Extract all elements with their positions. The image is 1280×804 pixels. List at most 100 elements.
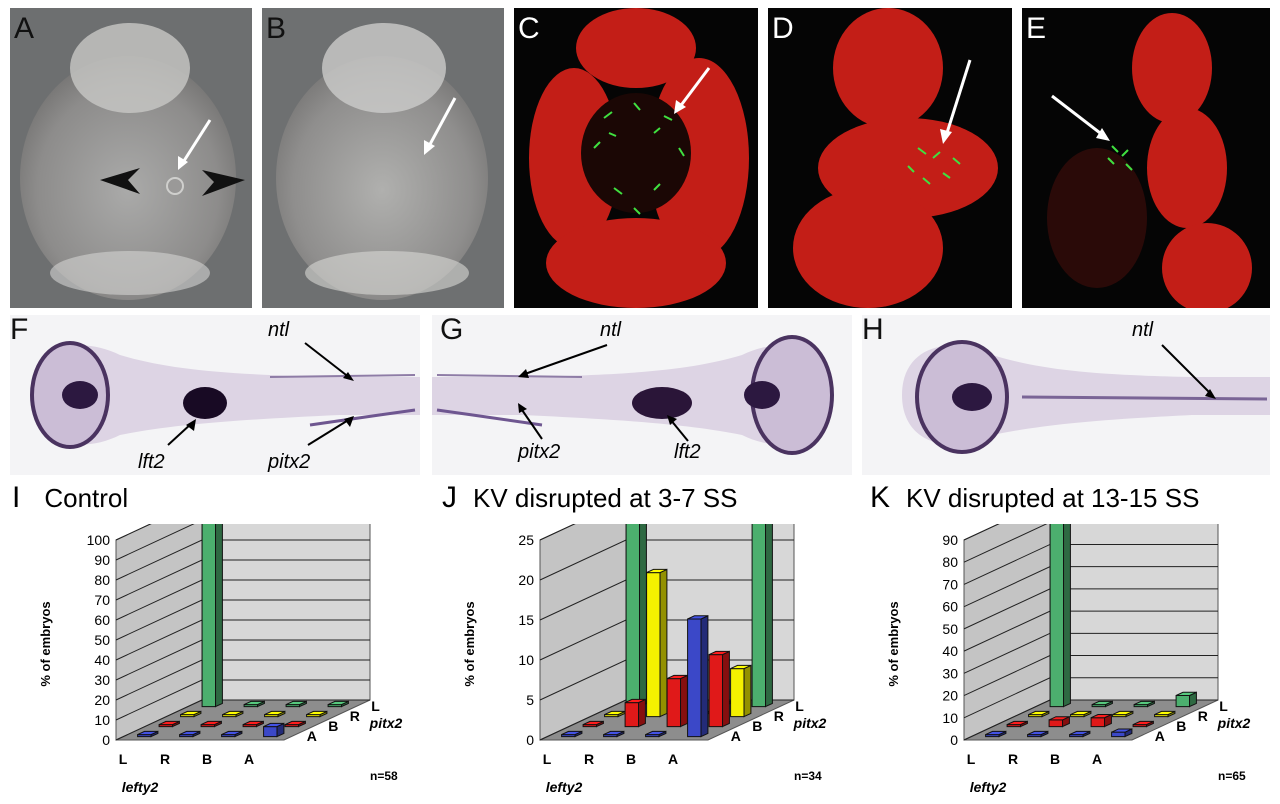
bar-A-A [687, 615, 709, 738]
x-tick-label: R [1008, 751, 1018, 767]
fluorescence-c [529, 8, 749, 308]
arrow-white [426, 97, 457, 149]
bar-top [158, 720, 180, 726]
y-tick-label: 30 [942, 665, 958, 681]
insitu-embryo-h [902, 340, 1270, 454]
bar-B-A [221, 730, 243, 738]
depth-axis-label: pitx2 [1217, 715, 1251, 731]
gridline [963, 524, 1048, 563]
fluorescence-d [793, 8, 998, 308]
bar-top [603, 730, 625, 736]
bar-R-B [1048, 715, 1070, 728]
bar-A-B [284, 720, 306, 728]
bar-front [201, 524, 217, 708]
bar-front [625, 524, 641, 708]
bar-front [1090, 717, 1106, 728]
bar-side [215, 524, 223, 708]
y-tick-label: 100 [87, 532, 111, 548]
bar-side [659, 568, 668, 718]
bar-L-A [561, 730, 583, 738]
y-axis-label: % of embryos [886, 601, 901, 686]
label-ntl: ntl [600, 319, 622, 341]
panel-label: E [1026, 12, 1047, 45]
bar-L-A [137, 730, 159, 738]
panel-label: I [12, 481, 21, 514]
arrows-g [518, 344, 689, 442]
y-tick-label: 60 [94, 612, 110, 628]
bar-top [1154, 710, 1176, 716]
bar-front [1175, 694, 1191, 708]
n-label: n=65 [1218, 769, 1246, 783]
x-axis-label: lefty2 [122, 779, 159, 795]
gridline [115, 524, 195, 561]
bar-front [708, 654, 724, 728]
panel-d-fluorescence: D [768, 8, 1012, 308]
y-tick-label: 50 [942, 621, 958, 637]
bar-A-R [1154, 710, 1176, 718]
bar-top [243, 700, 265, 706]
bar-top [624, 698, 646, 704]
chart-k-header: K KV disrupted at 13-15 SS [870, 478, 1199, 518]
y-tick-label: 80 [94, 572, 110, 588]
bar-top [1132, 720, 1154, 726]
bar-L-B [158, 720, 180, 728]
depth-tick-label: A [731, 728, 741, 744]
bar-front [1049, 524, 1065, 708]
bar-B-R [1112, 710, 1134, 718]
bar-front [666, 678, 682, 728]
y-tick-label: 20 [518, 572, 534, 588]
depth-tick-label: B [328, 718, 338, 734]
bar-A-L [751, 524, 773, 708]
panel-e-fluorescence: E [1022, 8, 1270, 308]
arrow-white [944, 59, 972, 137]
bar-top [1090, 714, 1112, 719]
y-tick-label: 20 [94, 692, 110, 708]
bar-A-R [306, 710, 328, 718]
bar-front [687, 618, 702, 738]
bar-top [687, 615, 709, 620]
bar-top [646, 568, 668, 574]
bar-top [179, 730, 201, 736]
x-tick-label: A [244, 751, 254, 767]
panel-h-insitu: H ntl [862, 315, 1270, 475]
bar-top [1112, 710, 1134, 716]
depth-tick-label: B [1176, 718, 1186, 734]
x-tick-label: R [584, 751, 594, 767]
panel-label: G [440, 315, 464, 346]
n-label: n=34 [794, 769, 822, 783]
bar-L-L [201, 524, 223, 708]
panel-label: B [266, 12, 287, 45]
bar-front [751, 524, 767, 708]
bar-B-A [645, 730, 667, 738]
x-tick-label: R [160, 751, 170, 767]
depth-tick-label: L [371, 698, 380, 714]
bar-A-A [1111, 728, 1133, 738]
x-tick-label: B [1050, 751, 1060, 767]
x-tick-label: L [543, 751, 552, 767]
arrows-h [1161, 344, 1216, 399]
bar-top [242, 720, 264, 726]
bar-A-L [327, 700, 349, 708]
bar-L-R [180, 710, 202, 718]
y-tick-label: 10 [942, 710, 958, 726]
x-tick-label: B [626, 751, 636, 767]
depth-axis-label: pitx2 [369, 715, 403, 731]
bar-A-A [263, 722, 285, 738]
bar-R-A [1027, 730, 1049, 738]
bar-R-A [603, 730, 625, 738]
y-tick-label: 10 [94, 712, 110, 728]
bar-L-B [582, 720, 604, 728]
x-axis-label: lefty2 [970, 779, 1007, 795]
y-axis-label: % of embryos [38, 601, 53, 686]
bar-A-B [708, 650, 730, 728]
bar-top [1091, 700, 1113, 706]
y-tick-label: 70 [942, 576, 958, 592]
bar-top [264, 710, 286, 716]
y-tick-label: 25 [518, 532, 534, 548]
y-tick-label: 0 [526, 732, 534, 748]
back-wall [201, 524, 371, 701]
bar-front [1048, 719, 1064, 728]
bar-R-L [1091, 700, 1113, 708]
bar-L-B [1006, 720, 1028, 728]
